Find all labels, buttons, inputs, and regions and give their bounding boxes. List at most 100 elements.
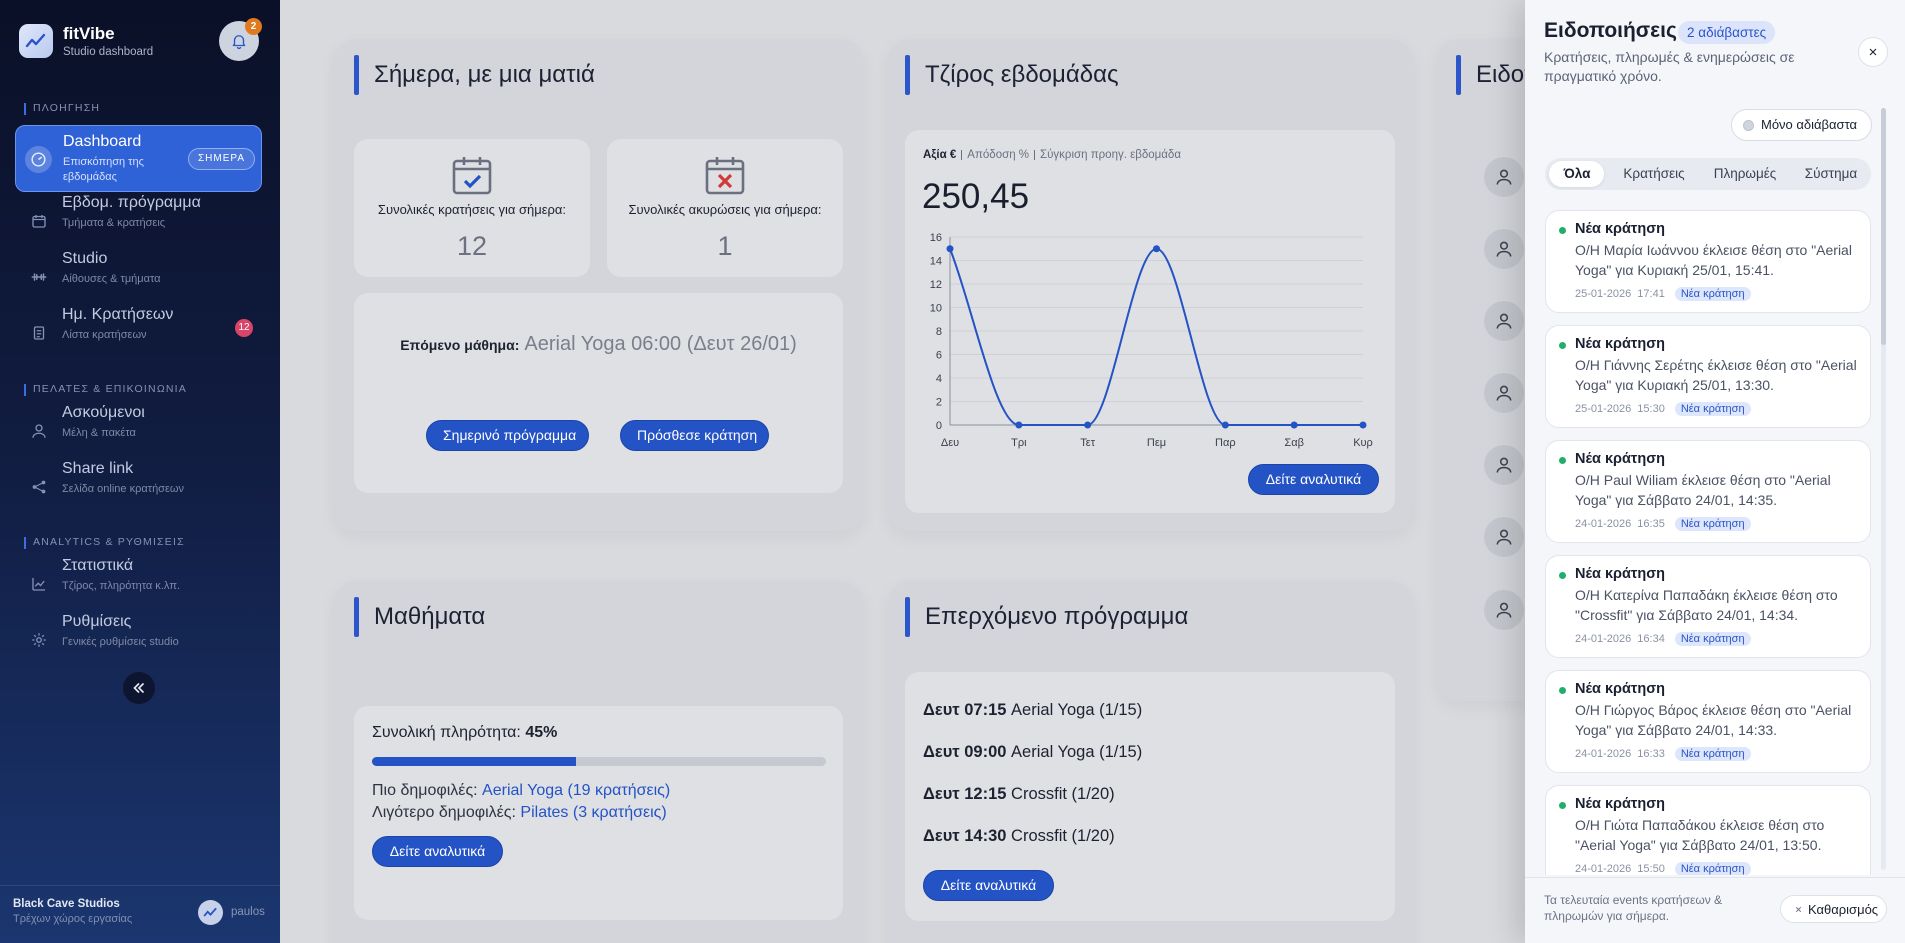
- button[interactable]: Σημερινό πρόγραμμα: [426, 420, 589, 451]
- button[interactable]: Δείτε αναλυτικά: [923, 870, 1054, 901]
- occupancy-value: 45%: [525, 724, 558, 741]
- collapse-icon-shape: [133, 682, 145, 694]
- logo-icon-shape: [25, 33, 46, 48]
- drawer-title: Ειδοποιήσεις: [1544, 19, 1677, 42]
- clear-button[interactable]: Καθαρισμός: [1780, 895, 1887, 923]
- nav-icon-shape: [32, 432, 46, 438]
- calendar-icon-shape: [452, 159, 492, 195]
- card-title: Σήμερα, με μια ματιά: [374, 61, 595, 88]
- nav-item[interactable]: Dashboard Επισκόπηση της εβδομάδας ΣΗΜΕΡΑ: [15, 125, 262, 192]
- notification-time: 15:50: [1637, 863, 1665, 875]
- notification-date: 24-01-2026: [1575, 633, 1632, 645]
- nav-description: Επισκόπηση της εβδομάδας: [63, 156, 144, 183]
- notification-title: Νέα κράτηση: [1575, 451, 1666, 467]
- nav-item[interactable]: Ημ. Κρατήσεων Λίστα κρατήσεων 12: [15, 303, 262, 353]
- nav-icon: [32, 424, 46, 438]
- sidebar-divider: [0, 885, 280, 886]
- drawer-subtitle: Κρατήσεις, πληρωμές & ενημερώσεις σε πρα…: [1544, 49, 1795, 84]
- notification-date: 24-01-2026: [1575, 518, 1632, 530]
- nav-label: Στατιστικά: [62, 557, 134, 574]
- nav-icon: [31, 152, 46, 167]
- inner-panel: Συνολικές κρατήσεις για σήμερα: 12: [354, 139, 590, 277]
- nav-description: Αίθουσες & τμήματα: [62, 273, 161, 285]
- line-point: [1015, 421, 1023, 429]
- nav-icon-shape: [32, 578, 45, 591]
- notification-card[interactable]: Νέα κράτηση Ο/Η Γιάννης Σερέτης έκλεισε θ…: [1545, 325, 1871, 428]
- notification-tag: Νέα κράτηση: [1674, 632, 1751, 646]
- nav-label: Dashboard: [63, 133, 142, 150]
- tab[interactable]: Πληρωμές: [1713, 166, 1777, 181]
- tab[interactable]: Κρατήσεις: [1623, 166, 1685, 181]
- calendar-icon-shape: [463, 174, 482, 189]
- nav-item[interactable]: Ρυθμίσεις Γενικές ρυθμίσεις studio: [15, 610, 262, 660]
- toggle-dot: [1743, 120, 1754, 131]
- nav-icon: [33, 326, 45, 340]
- card-title: Επερχόμενο πρόγραμμα: [925, 603, 1189, 630]
- unread-dot: [1559, 802, 1566, 809]
- card: Τζίρος εβδομάδας 0 2 4 6 8 10 12 14 16 Δευ Τρι Τετ Πε…: [888, 39, 1413, 531]
- notification-card[interactable]: Νέα κράτηση Ο/Η Κατερίνα Παπαδάκη έκλεισε…: [1545, 555, 1871, 658]
- nav-label: Share link: [62, 460, 134, 477]
- nav-item[interactable]: Share link Σελίδα online κρατήσεων: [15, 457, 262, 507]
- schedule-time: Δευτ 14:30: [923, 827, 1007, 845]
- brand-subtitle: Studio dashboard: [63, 46, 154, 58]
- inner-panel: Συνολική πληρότητα: 45% Πιο δημοφιλές: Ae…: [354, 706, 843, 920]
- inner-panel: Συνολικές ακυρώσεις για σήμερα: 1: [607, 139, 843, 277]
- clear-icon-shape: [1795, 906, 1802, 913]
- user-avatar: [198, 900, 223, 925]
- person-icon-shape: [1496, 611, 1512, 618]
- user-name: paulos: [231, 906, 265, 918]
- button[interactable]: Δείτε αναλυτικά: [1248, 464, 1379, 495]
- stat-label: Συνολικές ακυρώσεις για σήμερα:: [628, 202, 822, 217]
- metric-separator: [961, 150, 963, 160]
- y-tick-label: 6: [936, 350, 942, 362]
- course-value: Aerial Yoga (19 κρατήσεις): [482, 782, 671, 799]
- stat-value: 1: [717, 231, 733, 261]
- nav-icon-wrap: [29, 477, 49, 497]
- person-icon: [1496, 241, 1512, 257]
- section-title: ANALYTICS & ΡΥΘΜΙΣΕΙΣ: [33, 536, 185, 548]
- card: Επερχόμενο πρόγραμμα Δευτ 07:15 Aerial Yo…: [888, 581, 1413, 943]
- nav-icon: [32, 633, 46, 647]
- close-icon-shape: [1869, 48, 1877, 56]
- notification-card[interactable]: Νέα κράτηση Ο/Η Γιώργος Βάρος έκλεισε θέσ…: [1545, 670, 1871, 773]
- notification-card[interactable]: Νέα κράτηση Ο/Η Μαρία Ιωάννου έκλεισε θέσ…: [1545, 210, 1871, 313]
- x-tick-label: Δευ: [941, 437, 959, 449]
- notification-card[interactable]: Νέα κράτηση Ο/Η Paul Wiliam έκλεισε θέση …: [1545, 440, 1871, 543]
- nav-item[interactable]: Studio Αίθουσες & τμήματα: [15, 247, 262, 297]
- notification-title: Νέα κράτηση: [1575, 221, 1666, 237]
- tab[interactable]: Όλα: [1563, 166, 1591, 181]
- notification-card[interactable]: Νέα κράτηση Ο/Η Γιώτα Παπαδάκου έκλεισε θ…: [1545, 785, 1871, 875]
- tab[interactable]: Σύστημα: [1804, 166, 1858, 181]
- unread-toggle[interactable]: Μόνο αδιάβαστα: [1731, 109, 1872, 141]
- schedule-class: Aerial Yoga (1/15): [1011, 743, 1143, 761]
- close-button[interactable]: [1858, 37, 1888, 67]
- card-title-bar: [905, 597, 910, 637]
- card-title: Τζίρος εβδομάδας: [925, 61, 1119, 88]
- person-avatar: [1484, 229, 1524, 269]
- nav-item[interactable]: Στατιστικά Τζίρος, πληρότητα κ.λπ.: [15, 554, 262, 604]
- nav-icon-wrap: [25, 146, 52, 173]
- button[interactable]: Δείτε αναλυτικά: [372, 836, 503, 867]
- nav-item[interactable]: Ασκούμενοι Μέλη & πακέτα: [15, 401, 262, 451]
- button[interactable]: Πρόσθεσε κράτηση: [620, 420, 769, 451]
- person-icon-shape: [1496, 538, 1512, 545]
- collapse-button[interactable]: [123, 672, 155, 704]
- nav-icon-wrap: [29, 323, 49, 343]
- nav-item[interactable]: Εβδομ. πρόγραμμα Τμήματα & κρατήσεις: [15, 191, 262, 241]
- line-point: [1221, 421, 1229, 429]
- x-tick-label: Πεμ: [1147, 437, 1166, 449]
- stat-value: 12: [456, 231, 488, 261]
- nav-label: Ημ. Κρατήσεων: [62, 306, 174, 323]
- nav-icon-wrap: [29, 421, 49, 441]
- card-title-bar: [354, 55, 359, 95]
- schedule-time: Δευτ 12:15: [923, 785, 1007, 803]
- notification-time: 17:41: [1637, 288, 1665, 300]
- workspace-caption: Τρέχων χώρος εργασίας: [13, 913, 133, 925]
- calendar-icon-shape: [454, 157, 490, 171]
- card: Μαθήματα Συνολική πληρότητα: 45% Πιο δημοφ…: [334, 581, 863, 943]
- chart-metrics: Αξία € Απόδοση % Σύγκριση προηγ. εβδομάδα: [923, 149, 1181, 161]
- nav-description: Μέλη & πακέτα: [62, 427, 136, 439]
- notification-date: 25-01-2026: [1575, 403, 1632, 415]
- y-tick-label: 8: [936, 326, 942, 338]
